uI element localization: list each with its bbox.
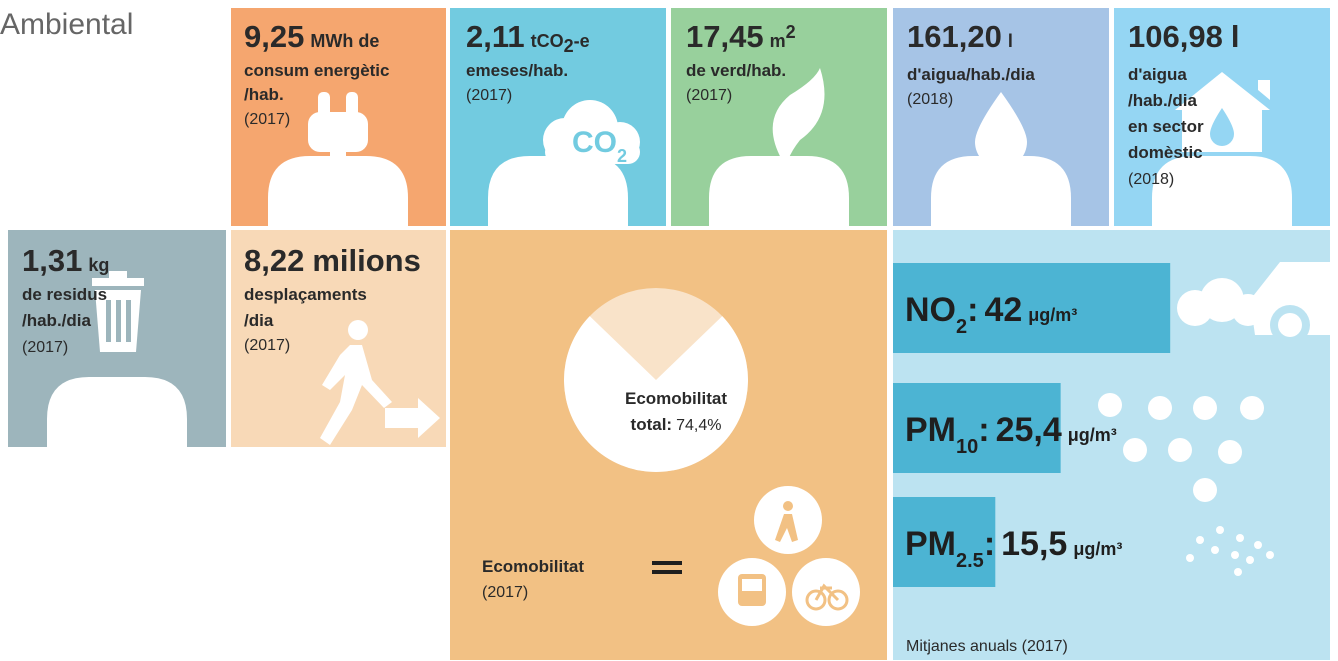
text: 106,98 xyxy=(1128,19,1223,54)
text: 2,11 xyxy=(466,19,525,54)
air-text: μg/m³ xyxy=(1028,305,1077,325)
text: consum energètic xyxy=(244,61,390,80)
text: /hab./dia xyxy=(22,311,92,330)
text: l xyxy=(1008,31,1013,51)
text: MWh de xyxy=(310,31,379,51)
air-text: : xyxy=(984,525,995,563)
eco-value: total: 74,4% xyxy=(631,415,722,434)
text: d'aigua xyxy=(1128,65,1187,84)
icon-text: CO2 xyxy=(572,126,627,166)
text: 8,22 xyxy=(244,243,304,278)
svg-text:106,98l: 106,98 l xyxy=(1128,19,1239,54)
text: 2 xyxy=(617,146,627,166)
air-bar xyxy=(893,497,996,587)
air-text: 15,5 xyxy=(1001,525,1067,563)
text: (2017) xyxy=(244,337,290,354)
air-text: 42 xyxy=(984,291,1022,329)
air-text: μg/m³ xyxy=(1068,425,1117,445)
air-text: : xyxy=(978,411,989,449)
text: /dia xyxy=(244,311,274,330)
text: (2017) xyxy=(466,87,512,104)
icons: CO2 xyxy=(47,68,1330,626)
text: milions xyxy=(312,243,421,278)
page-title: Ambiental xyxy=(0,8,133,41)
text: desplaçaments xyxy=(244,285,367,304)
text: (2017) xyxy=(686,87,732,104)
text: 2 xyxy=(786,22,796,42)
text: -e xyxy=(574,31,590,51)
air-note: Mitjanes anuals (2017) xyxy=(906,638,1068,655)
text: 1,31 xyxy=(22,243,82,278)
svg-text:161,20l: 161,20 l xyxy=(907,19,1013,54)
text: de verd/hab. xyxy=(686,61,786,80)
text: tCO xyxy=(531,31,564,51)
air-label: PM10: 25,4 μg/m³ xyxy=(905,411,1117,458)
text: d'aigua/hab./dia xyxy=(907,65,1035,84)
air-bar xyxy=(893,383,1061,473)
air-text: 25,4 xyxy=(996,411,1062,449)
text: 17,45 xyxy=(686,19,764,54)
pie xyxy=(564,288,748,472)
text: l xyxy=(1231,19,1240,54)
air-text: 2 xyxy=(956,316,967,338)
text: en sector xyxy=(1128,117,1204,136)
eco-label: Ecomobilitat xyxy=(625,389,727,408)
air-text: NO xyxy=(905,291,956,329)
text: /hab./dia xyxy=(1128,91,1198,110)
air-text: 10 xyxy=(956,436,978,458)
text: (2017) xyxy=(22,339,68,356)
text: CO xyxy=(572,126,617,159)
text: m xyxy=(770,31,786,51)
text: 2 xyxy=(564,36,574,56)
text: 74,4% xyxy=(676,417,721,434)
pie-slice xyxy=(564,316,748,472)
text: de residus xyxy=(22,285,107,304)
text: total: xyxy=(631,415,673,434)
air-label: NO2: 42 μg/m³ xyxy=(905,291,1077,338)
air-text: : xyxy=(967,291,978,329)
air-text: PM xyxy=(905,411,956,449)
eco-legend: Ecomobilitat xyxy=(482,557,584,576)
text: emeses/hab. xyxy=(466,61,568,80)
tile-texts: 9,25 MWh de consum energètic/hab. (2017) 2… xyxy=(22,19,1239,356)
text: /hab. xyxy=(244,85,284,104)
eco-year: (2017) xyxy=(482,584,528,601)
text: 161,20 xyxy=(907,19,1002,54)
text: kg xyxy=(88,255,109,275)
text: domèstic xyxy=(1128,143,1203,162)
text: (2018) xyxy=(1128,171,1174,188)
text: 9,25 xyxy=(244,19,304,54)
air-bar xyxy=(893,263,1171,353)
air-text: 2.5 xyxy=(956,550,984,572)
air-text: PM xyxy=(905,525,956,563)
text: (2018) xyxy=(907,91,953,108)
air-text: μg/m³ xyxy=(1073,539,1122,559)
air-label: PM2.5: 15,5 μg/m³ xyxy=(905,525,1122,572)
text: (2017) xyxy=(244,111,290,128)
